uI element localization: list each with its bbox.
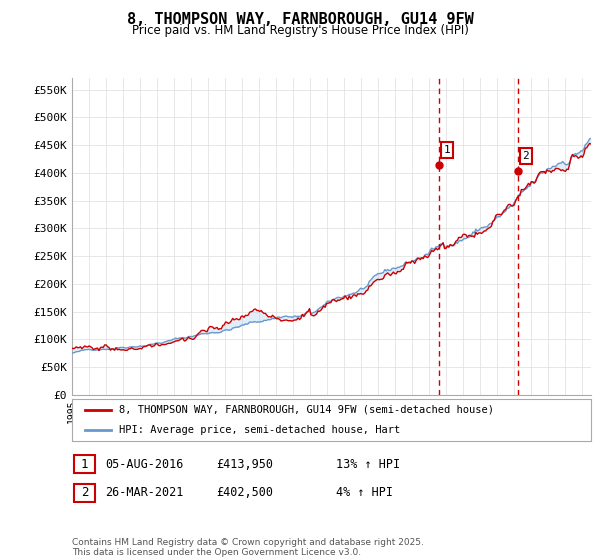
Text: 8, THOMPSON WAY, FARNBOROUGH, GU14 9FW: 8, THOMPSON WAY, FARNBOROUGH, GU14 9FW	[127, 12, 473, 27]
FancyBboxPatch shape	[74, 484, 95, 502]
Text: Price paid vs. HM Land Registry's House Price Index (HPI): Price paid vs. HM Land Registry's House …	[131, 24, 469, 37]
Text: £402,500: £402,500	[216, 486, 273, 500]
Text: Contains HM Land Registry data © Crown copyright and database right 2025.
This d: Contains HM Land Registry data © Crown c…	[72, 538, 424, 557]
Text: 8, THOMPSON WAY, FARNBOROUGH, GU14 9FW (semi-detached house): 8, THOMPSON WAY, FARNBOROUGH, GU14 9FW (…	[119, 405, 494, 415]
Text: 05-AUG-2016: 05-AUG-2016	[105, 458, 184, 471]
Text: £413,950: £413,950	[216, 458, 273, 471]
Text: 4% ↑ HPI: 4% ↑ HPI	[336, 486, 393, 500]
Text: 26-MAR-2021: 26-MAR-2021	[105, 486, 184, 500]
Text: 1: 1	[443, 145, 451, 155]
FancyBboxPatch shape	[74, 455, 95, 473]
Text: 2: 2	[523, 151, 529, 161]
Text: 2: 2	[81, 486, 88, 500]
Text: 1: 1	[81, 458, 88, 471]
Text: HPI: Average price, semi-detached house, Hart: HPI: Average price, semi-detached house,…	[119, 424, 400, 435]
Text: 13% ↑ HPI: 13% ↑ HPI	[336, 458, 400, 471]
